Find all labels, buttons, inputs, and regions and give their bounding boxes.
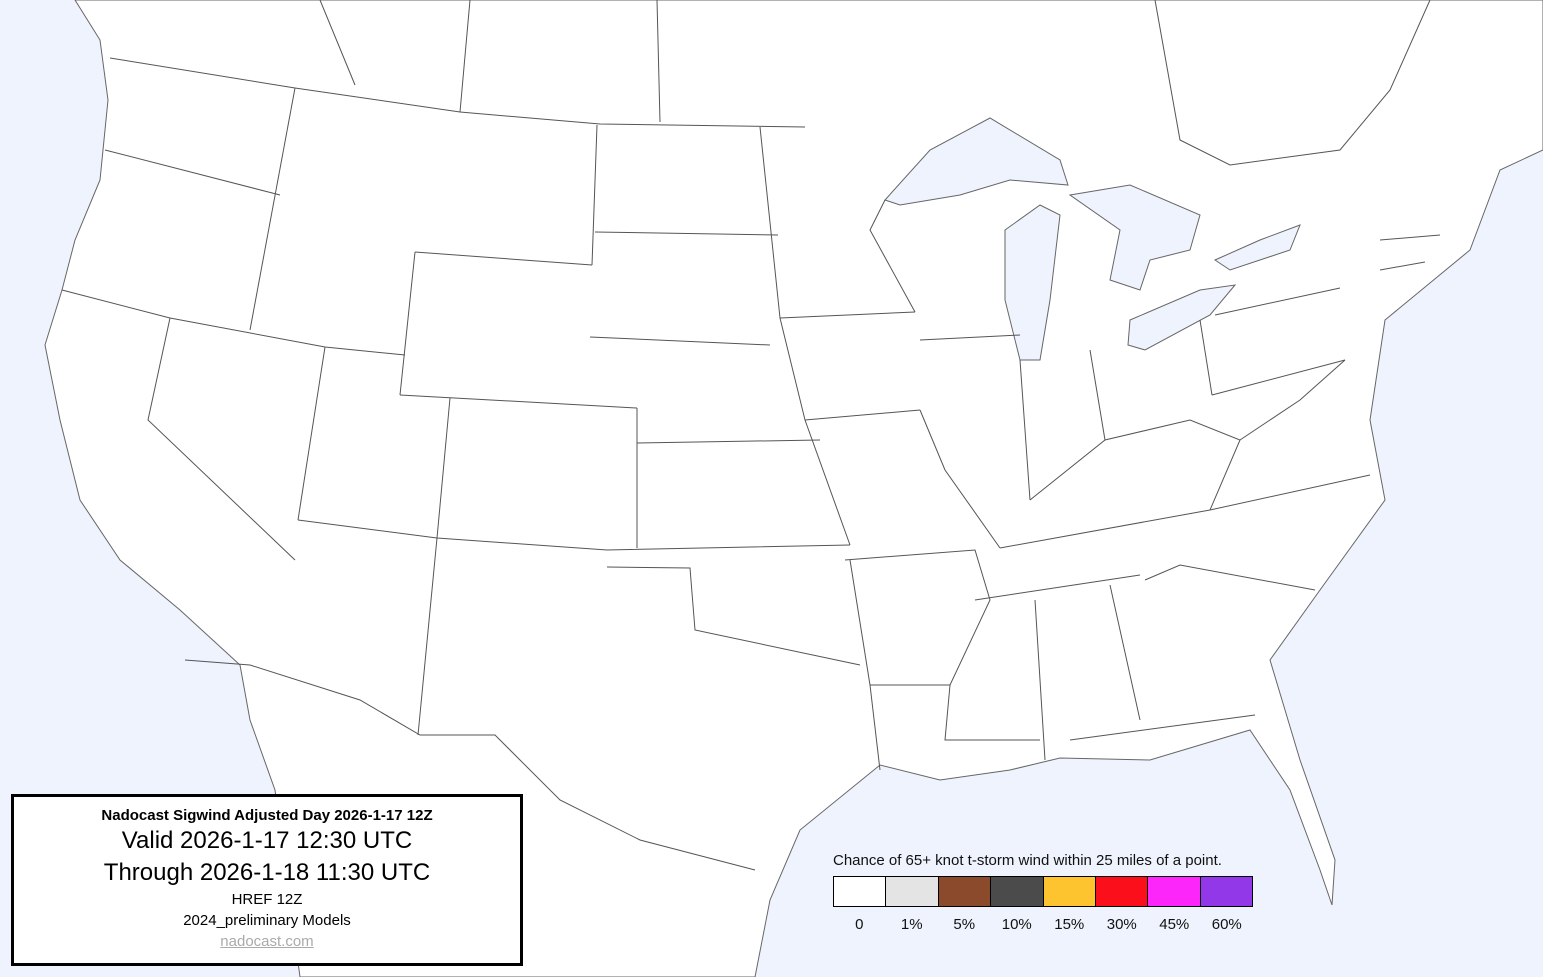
- legend-labels: 0 1% 5% 10% 15% 30% 45% 60%: [833, 916, 1253, 933]
- legend-swatch: [886, 877, 939, 906]
- models-label: 2024_preliminary Models: [183, 912, 351, 929]
- legend-label: 30%: [1106, 916, 1137, 933]
- legend-swatch: [938, 877, 992, 906]
- legend-label: 10%: [1001, 916, 1032, 933]
- legend-swatch: [991, 877, 1044, 906]
- great-lakes: [884, 117, 1301, 361]
- through-time: Through 2026-1-18 11:30 UTC: [103, 859, 431, 886]
- forecast-info-box: Nadocast Sigwind Adjusted Day 2026-1-17 …: [11, 794, 523, 966]
- legend-label: 15%: [1054, 916, 1085, 933]
- legend-swatches: [833, 876, 1253, 907]
- legend-label: 1%: [900, 916, 923, 933]
- legend-title: Chance of 65+ knot t-storm wind within 2…: [833, 852, 1222, 869]
- model-run: HREF 12Z: [231, 891, 303, 908]
- legend-label: 0: [855, 916, 864, 933]
- legend-label: 45%: [1159, 916, 1190, 933]
- nadocast-link[interactable]: nadocast.com: [220, 933, 314, 950]
- legend-label: 5%: [953, 916, 976, 933]
- legend-swatch: [1095, 877, 1149, 906]
- forecast-title: Nadocast Sigwind Adjusted Day 2026-1-17 …: [101, 807, 433, 824]
- legend-swatch: [1200, 877, 1252, 906]
- state-borders: [61, 0, 1441, 871]
- valid-time: Valid 2026-1-17 12:30 UTC: [121, 827, 413, 854]
- legend-label: 60%: [1211, 916, 1242, 933]
- legend-swatch: [1148, 877, 1201, 906]
- legend-swatch: [1043, 877, 1096, 906]
- probability-legend: Chance of 65+ knot t-storm wind within 2…: [833, 852, 1253, 933]
- legend-swatch: [834, 877, 887, 906]
